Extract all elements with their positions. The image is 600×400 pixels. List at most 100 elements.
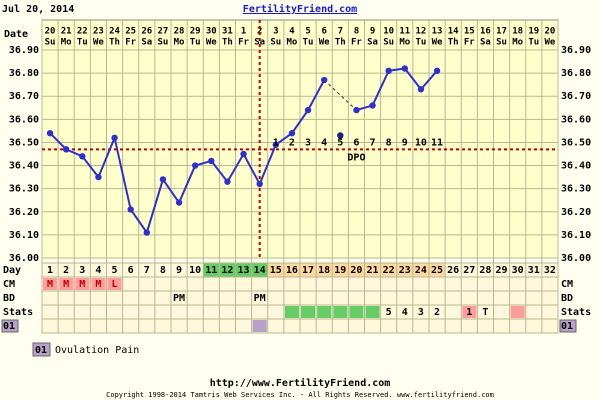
cm-cell xyxy=(59,278,74,290)
date: 7 xyxy=(338,27,343,37)
cm-entry: M xyxy=(63,279,69,290)
cm-cell xyxy=(91,278,106,290)
date: 22 xyxy=(77,27,88,37)
date: 16 xyxy=(480,27,491,37)
day-number: 31 xyxy=(528,265,540,276)
day-number: 26 xyxy=(447,265,459,276)
date: 3 xyxy=(273,27,278,37)
weekday: We xyxy=(206,38,217,48)
temperature-point xyxy=(79,153,86,160)
day-number: 20 xyxy=(350,265,362,276)
y-tick-label: 36.80 xyxy=(9,68,39,79)
weekday: Tu xyxy=(77,38,88,48)
y-tick-label: 36.80 xyxy=(561,68,591,79)
row-label: Stats xyxy=(3,307,33,318)
row-label: Stats xyxy=(561,307,591,318)
date: 10 xyxy=(383,27,394,37)
temperature-point xyxy=(62,146,70,153)
gap-connector xyxy=(323,79,357,111)
stats-cell xyxy=(284,306,299,318)
day-highlight xyxy=(219,263,236,277)
custom-label-box xyxy=(559,319,577,333)
day-number: 18 xyxy=(318,265,330,276)
temperature-point xyxy=(337,132,344,139)
dpo-number: 5 xyxy=(337,137,343,148)
date: 9 xyxy=(370,27,375,37)
dpo-number: 4 xyxy=(321,137,327,148)
temperature-point xyxy=(369,102,376,109)
weekday: Sa xyxy=(480,38,491,48)
day-number: 2 xyxy=(63,265,69,276)
temperature-point xyxy=(159,176,167,183)
footer-url[interactable]: http://www.FertilityFriend.com xyxy=(210,377,391,389)
custom-cell xyxy=(252,320,267,332)
y-tick-label: 36.90 xyxy=(561,45,591,56)
dpo-number: 1 xyxy=(273,137,279,148)
day-highlight xyxy=(380,263,397,277)
day-number: 17 xyxy=(302,265,314,276)
bd-entry: PM xyxy=(254,293,266,304)
date: 19 xyxy=(528,27,539,37)
date: 23 xyxy=(93,27,104,37)
date: 13 xyxy=(432,27,443,37)
temperature-point xyxy=(353,106,360,114)
day-highlight xyxy=(429,263,446,277)
weekday: Th xyxy=(335,38,346,48)
temperature-point xyxy=(304,106,312,114)
chart-date: Jul 20, 2014 xyxy=(2,4,74,15)
date: 20 xyxy=(45,27,56,37)
y-tick-label: 36.30 xyxy=(9,184,39,195)
day-number: 8 xyxy=(160,265,166,276)
date: 31 xyxy=(222,27,233,37)
y-tick-label: 36.50 xyxy=(9,137,39,148)
y-tick-label: 36.40 xyxy=(9,161,39,172)
dpo-number: 8 xyxy=(386,137,392,148)
day-highlight xyxy=(203,263,220,277)
day-highlight xyxy=(300,263,317,277)
weekday: Su xyxy=(496,38,507,48)
stats-entry: 3 xyxy=(418,307,424,318)
site-link[interactable]: FertilityFriend.com xyxy=(243,3,357,15)
day-number: 11 xyxy=(205,265,217,276)
temperature-point xyxy=(46,130,54,137)
date: 20 xyxy=(545,27,556,37)
date: 15 xyxy=(464,27,475,37)
weekday: Su xyxy=(270,38,281,48)
legend-text: Ovulation Pain xyxy=(55,345,139,356)
weekday: Fr xyxy=(351,38,362,48)
weekday: We xyxy=(432,38,443,48)
date: 28 xyxy=(174,27,185,37)
day-number: 32 xyxy=(544,265,556,276)
date: 4 xyxy=(289,27,295,37)
date: 27 xyxy=(158,27,169,37)
weekday: Tu xyxy=(416,38,427,48)
weekday: Th xyxy=(222,38,233,48)
day-highlight xyxy=(251,263,268,277)
day-number: 10 xyxy=(189,265,201,276)
weekday: Th xyxy=(448,38,459,48)
weekday: Fr xyxy=(238,38,249,48)
temperature-point xyxy=(191,162,199,169)
dpo-number: 9 xyxy=(402,137,408,148)
footer-copyright: Copyright 1998-2014 Tamtris Web Services… xyxy=(106,391,494,399)
temperature-point xyxy=(127,206,134,213)
y-tick-label: 36.50 xyxy=(561,137,591,148)
day-highlight xyxy=(332,263,349,277)
stats-cell xyxy=(510,306,525,318)
weekday: Fr xyxy=(464,38,475,48)
stats-entry: 1 xyxy=(466,307,472,318)
weekday: Sa xyxy=(367,38,378,48)
bd-entry: PM xyxy=(173,293,185,304)
dpo-number: 10 xyxy=(415,137,427,148)
temperature-point xyxy=(256,180,263,188)
temperature-point xyxy=(208,157,215,165)
day-number: 25 xyxy=(431,265,443,276)
day-number: 23 xyxy=(399,265,411,276)
weekday: Tu xyxy=(528,38,539,48)
row-label: BD xyxy=(561,293,573,304)
dpo-number: 6 xyxy=(353,137,359,148)
row-label: 01 xyxy=(561,321,573,332)
y-tick-label: 36.00 xyxy=(9,253,39,264)
day-highlight xyxy=(364,263,381,277)
weekday: Mo xyxy=(399,38,410,48)
